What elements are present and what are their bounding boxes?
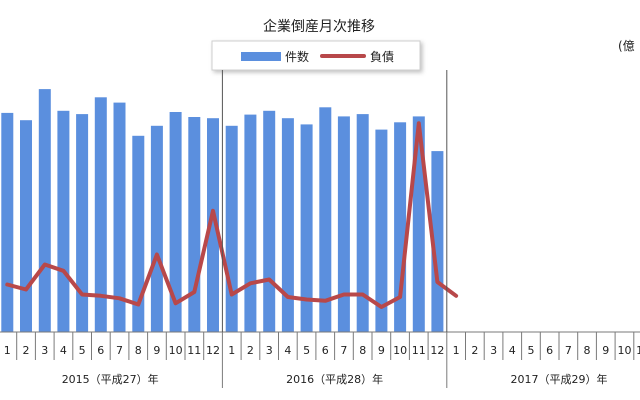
x-tick-label: 1: [4, 344, 11, 357]
x-tick-label: 8: [584, 344, 591, 357]
bar-count: [300, 124, 313, 333]
x-axis: 1 2 3 4 5 6 7 8 9 10 11 12 1 2 3 4 5 6 7 8 9 10 11 12 1 2 3 4 5 6 7 8 9 1…: [0, 70, 640, 388]
x-tick-label: 2: [247, 344, 254, 357]
legend-label-debt: 負債: [370, 49, 394, 64]
year-label: 2016（平成28）年: [286, 372, 383, 386]
legend-swatch-bar: [241, 52, 281, 61]
bar-count: [113, 102, 126, 332]
bar-count: [132, 135, 145, 332]
line-series: [5, 121, 459, 309]
bar-count: [244, 114, 257, 332]
x-tick-label: 4: [509, 344, 516, 357]
x-tick-label: 7: [116, 344, 123, 357]
year-label: 2015（平成27）年: [62, 372, 159, 386]
x-tick-label: 1: [453, 344, 460, 357]
bar-count: [94, 97, 107, 332]
bar-count: [38, 89, 51, 332]
x-tick-label: 5: [303, 344, 310, 357]
left-axis-unit-fragment: (: [0, 39, 1, 53]
x-tick-label: 7: [340, 344, 347, 357]
x-tick-label: 5: [528, 344, 535, 357]
x-tick-label: 2: [471, 344, 478, 357]
bar-count: [169, 112, 182, 332]
bar-count: [76, 114, 89, 332]
x-tick-label: 10: [393, 344, 407, 357]
x-tick-label: 5: [79, 344, 86, 357]
legend: 件数 負債: [211, 40, 421, 71]
x-tick-label: 9: [153, 344, 160, 357]
line-debt: [5, 121, 459, 309]
x-tick-label: 9: [378, 344, 385, 357]
x-tick-label: 6: [546, 344, 553, 357]
bar-count: [412, 116, 425, 333]
x-tick-label: 7: [565, 344, 572, 357]
bar-count: [319, 107, 332, 332]
bar-count: [356, 114, 369, 332]
x-tick-label: 3: [490, 344, 497, 357]
legend-label-count: 件数: [285, 49, 309, 64]
x-tick-label: 11: [412, 344, 426, 357]
x-tick-label: 9: [602, 344, 609, 357]
bar-count: [431, 151, 444, 332]
x-tick-label: 6: [322, 344, 329, 357]
x-tick-label: 10: [618, 344, 632, 357]
bar-count: [1, 112, 14, 333]
x-tick-label: 8: [135, 344, 142, 357]
x-tick-label: 11: [187, 344, 201, 357]
x-tick-label: 1: [228, 344, 235, 357]
x-tick-label: 10: [169, 344, 183, 357]
year-label: 2017（平成29）年: [511, 372, 608, 386]
x-tick-label: 3: [266, 344, 273, 357]
right-axis-unit: (億: [618, 39, 635, 53]
bar-count: [281, 118, 294, 332]
x-tick-label: 8: [359, 344, 366, 357]
bar-count: [57, 110, 70, 332]
bar-count: [337, 116, 350, 333]
chart-title: 企業倒産月次推移: [263, 18, 375, 35]
x-tick-label: 2: [23, 344, 30, 357]
bar-count: [20, 120, 32, 332]
x-tick-label: 4: [60, 344, 67, 357]
bar-count: [188, 117, 201, 332]
x-tick-label: 4: [284, 344, 291, 357]
bar-count: [225, 125, 238, 332]
x-tick-label: 3: [41, 344, 48, 357]
bar-count: [150, 125, 163, 332]
bar-count: [375, 129, 388, 332]
x-tick-label: 12: [206, 344, 220, 357]
x-tick-label: 11: [636, 344, 640, 357]
bar-count: [207, 118, 219, 332]
x-tick-label: 12: [430, 344, 444, 357]
bar-count: [263, 110, 276, 332]
x-tick-label: 6: [97, 344, 104, 357]
bar-series: [1, 89, 444, 333]
